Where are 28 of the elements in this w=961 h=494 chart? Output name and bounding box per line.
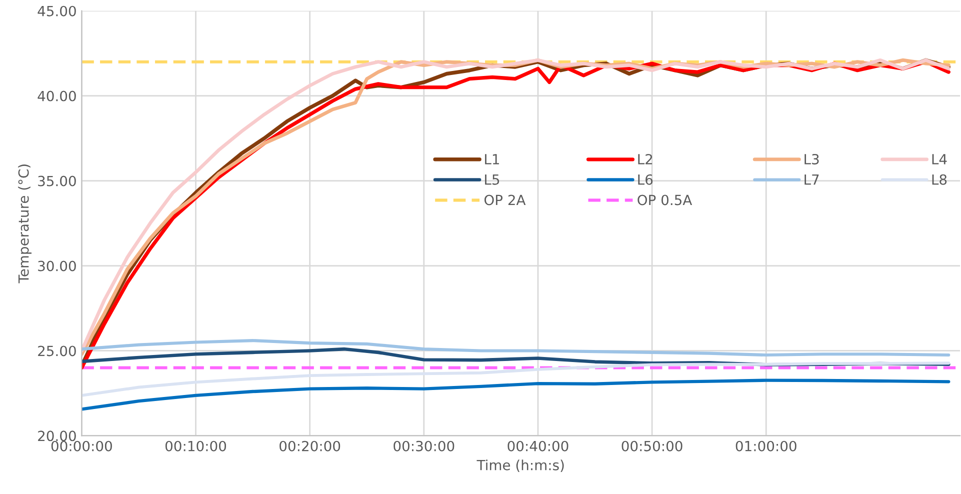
legend-label: L2 bbox=[638, 154, 652, 164]
y-tick-label: 40.00 bbox=[38, 90, 76, 102]
y-tick-label: 45.00 bbox=[38, 6, 76, 16]
x-tick-label: 00:50:00 bbox=[622, 440, 682, 452]
legend-label: L5 bbox=[485, 174, 500, 185]
legend-label: L8 bbox=[932, 174, 947, 185]
line-series bbox=[82, 378, 950, 411]
y-tick-label: 20.00 bbox=[38, 430, 76, 442]
legend-label: L3 bbox=[804, 154, 819, 164]
legend-label: L7 bbox=[804, 174, 819, 185]
x-tick-label: 00:00:00 bbox=[51, 440, 112, 452]
legend-label: L1 bbox=[485, 154, 499, 164]
x-tick-label: 00:20:00 bbox=[280, 440, 340, 452]
legend-label: OP 0.5A bbox=[638, 194, 692, 206]
x-tick-label: 00:30:00 bbox=[394, 440, 454, 452]
y-axis-title: Temperature (°C) bbox=[18, 164, 32, 284]
legend-label: L6 bbox=[638, 174, 653, 185]
y-tick-label: 35.00 bbox=[38, 176, 76, 186]
y-tick-label: 25.00 bbox=[38, 346, 76, 356]
line-series bbox=[82, 362, 950, 397]
legend-label: OP 2A bbox=[484, 194, 526, 206]
line-series bbox=[82, 339, 950, 357]
x-tick-label: 01:00:00 bbox=[736, 440, 796, 452]
x-axis-title: Time (h:m:s) bbox=[476, 460, 564, 472]
y-tick-label: 30.00 bbox=[38, 260, 76, 272]
legend-label: L4 bbox=[932, 154, 947, 164]
x-tick-label: 00:40:00 bbox=[508, 440, 568, 452]
x-tick-label: 00:10:00 bbox=[165, 440, 226, 452]
